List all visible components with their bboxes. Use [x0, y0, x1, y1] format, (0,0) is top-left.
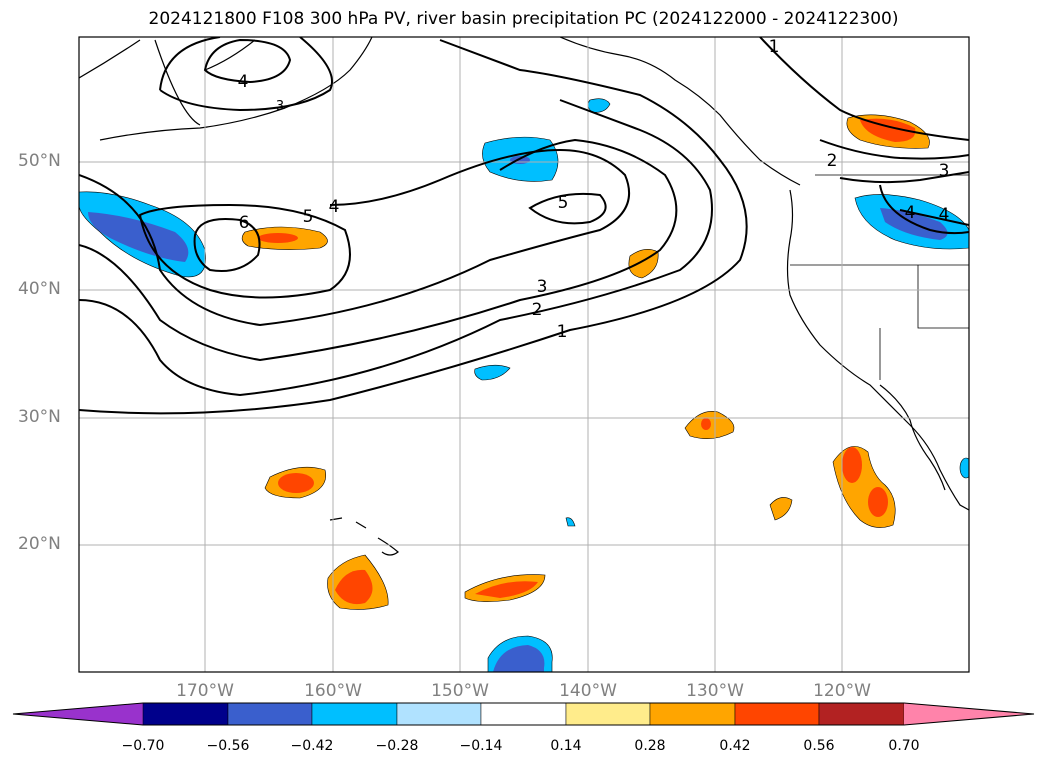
baja-peninsula: [879, 384, 946, 491]
colorbar-tick-label: −0.42: [290, 738, 334, 754]
lon-label: 140°W: [559, 681, 617, 701]
pv-contour-top-loop: [203, 38, 292, 84]
pv-label: 1: [557, 322, 568, 342]
pv-contour-bc-3: [839, 171, 969, 184]
pv-label: 1: [769, 37, 780, 57]
lon-label: 170°W: [176, 681, 234, 701]
pv-contour-labels: 1 2 3 4 4 5 5 6 1 2 3 4 4 3: [238, 37, 950, 342]
precip-positive-hawaii-core: [335, 569, 373, 605]
pv-contour-5: [138, 203, 351, 299]
precip-orange-features: [241, 114, 930, 610]
colorbar-tick-label: −0.14: [459, 738, 503, 754]
pv-label: 3: [939, 161, 950, 181]
precip-positive-bc-core: [860, 118, 916, 142]
west-coast: [786, 189, 969, 511]
precip-positive-south-core: [475, 581, 538, 598]
lon-label: 120°W: [813, 681, 871, 701]
colorbar-tick-label: 0.42: [719, 738, 751, 754]
pv-contour-5b: [528, 192, 607, 225]
colorbar-tick-label: 0.56: [803, 738, 835, 754]
pv-contour-bc-1: [759, 37, 969, 141]
pv-contour-1: [79, 39, 748, 415]
precip-positive-baja-core2: [868, 487, 888, 517]
colorbar-extend-right: [904, 703, 1034, 725]
colorbar-swatch: [480, 702, 567, 726]
us-border-shapes: [790, 174, 969, 380]
lat-label: 40°N: [18, 279, 61, 299]
colorbar-swatch: [142, 702, 229, 726]
colorbar-tick-label: −0.70: [121, 738, 165, 754]
precip-positive-baja-small: [769, 497, 793, 521]
precip-negative-south-core: [493, 645, 545, 672]
pv-contours: [79, 37, 969, 415]
pv-label: 5: [558, 193, 569, 213]
pv-label: 4: [905, 203, 916, 223]
colorbar-tick-label: 0.70: [888, 738, 920, 754]
colorbar-swatch: [734, 702, 820, 726]
pv-label: 4: [939, 205, 950, 225]
precip-negative-coast: [959, 457, 969, 479]
colorbar-tick-label: 0.28: [634, 738, 666, 754]
map-frame: [78, 36, 970, 673]
lat-label: 30°N: [18, 407, 61, 427]
map-title: 2024121800 F108 300 hPa PV, river basin …: [148, 9, 899, 29]
precip-positive-center-core: [701, 418, 711, 430]
precip-positive-west-core: [258, 233, 298, 243]
precip-negative-tiny: [565, 517, 576, 527]
lon-label: 160°W: [304, 681, 362, 701]
colorbar-swatch: [818, 702, 905, 726]
colorbar-swatch: [396, 702, 482, 726]
colorbar-swatch: [649, 702, 736, 726]
colorbar-swatch: [311, 702, 398, 726]
precip-negative-west-core: [88, 212, 189, 262]
plot-area: 1 2 3 4 4 5 5 6 1 2 3 4 4 3: [79, 37, 969, 672]
colorbar-tick-label: 0.14: [550, 738, 582, 754]
graticule: [79, 37, 969, 672]
pv-label: 4: [238, 72, 249, 92]
pv-contour-top-outer: [159, 37, 333, 112]
colorbar: [12, 702, 1035, 726]
pv-contour-3: [79, 138, 678, 362]
pv-contour-6: [193, 218, 261, 272]
colorbar-tick-label: −0.56: [206, 738, 250, 754]
precip-positive-baja-core1: [842, 447, 862, 483]
lat-label: 50°N: [18, 151, 61, 171]
pv-label: 4: [329, 197, 340, 217]
pv-label: 2: [827, 151, 838, 171]
pv-label: 3: [276, 99, 284, 114]
pv-label: 5: [303, 207, 314, 227]
pv-contour-4: [79, 148, 630, 327]
hawaii-islands: [329, 517, 399, 556]
colorbar-swatch: [565, 702, 651, 726]
pv-label: 2: [532, 300, 543, 320]
precip-negative-small-mid: [474, 364, 511, 381]
lon-label: 150°W: [431, 681, 489, 701]
pv-contour-bc-4: [879, 184, 969, 235]
colorbar-tick-label: −0.28: [375, 738, 419, 754]
pv-contour-2: [79, 99, 713, 397]
colorbar-swatch: [227, 702, 313, 726]
precip-blue-features: [79, 98, 969, 672]
pv-label: 6: [239, 213, 250, 233]
lat-label: 20°N: [18, 534, 61, 554]
pv-contour-bc-2: [819, 139, 969, 160]
lon-label: 130°W: [686, 681, 744, 701]
colorbar-extend-left: [13, 703, 143, 725]
pv-label: 3: [537, 277, 548, 297]
precip-positive-sw1-core: [278, 473, 314, 493]
